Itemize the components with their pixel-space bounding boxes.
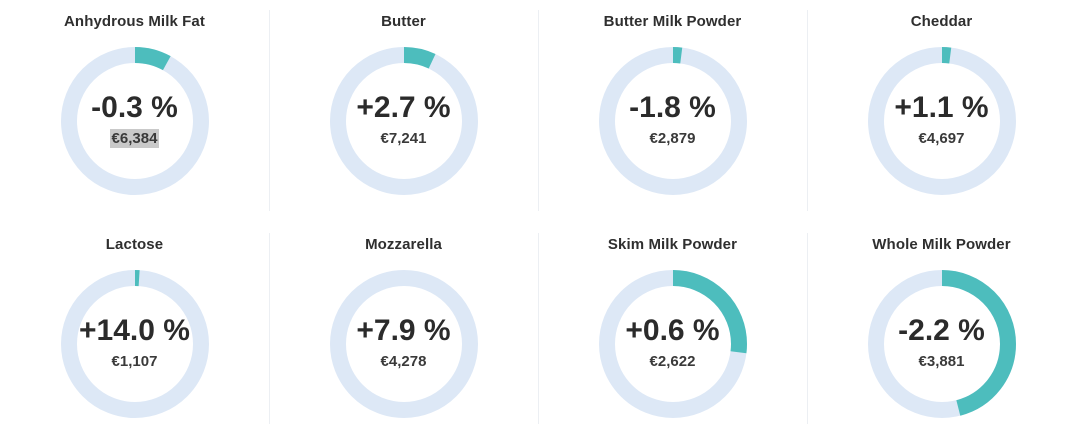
donut-track: [329, 270, 478, 418]
product-title: Butter: [381, 13, 426, 30]
product-title: Skim Milk Powder: [607, 236, 738, 253]
price-change: -1.8 %: [629, 90, 716, 124]
donut-fill-arc: [598, 270, 747, 418]
product-card-butter[interactable]: Butter +2.7 % €7,241: [269, 0, 538, 223]
price-value: €4,697: [918, 129, 965, 147]
product-card-skim-milk-powder[interactable]: Skim Milk Powder +0.6 % €2,622: [538, 223, 807, 436]
donut-fill-arc: [329, 47, 478, 195]
product-card-cheddar[interactable]: Cheddar +1.1 % €4,697: [807, 0, 1076, 223]
donut-chart: +2.7 % €7,241: [328, 45, 480, 197]
price-change: +0.6 %: [625, 313, 720, 347]
donut-svg: [867, 47, 1016, 195]
price-value: €7,241: [380, 129, 427, 147]
product-card-mozzarella[interactable]: Mozzarella +7.9 % €4,278: [269, 223, 538, 436]
price-value: €2,879: [649, 129, 696, 147]
donut-svg: [329, 270, 478, 418]
price-value: €3,881: [918, 352, 965, 370]
price-change: -2.2 %: [898, 313, 985, 347]
donut-svg: [598, 47, 747, 195]
donut-svg: [60, 270, 209, 418]
donut-svg: [867, 270, 1016, 418]
product-title: Mozzarella: [365, 236, 442, 253]
product-card-lactose[interactable]: Lactose +14.0 % €1,107: [0, 223, 269, 436]
donut-fill-arc: [60, 270, 209, 418]
donut-fill-arc: [60, 47, 209, 195]
price-change: +7.9 %: [356, 313, 451, 347]
product-title: Lactose: [105, 236, 164, 253]
product-title: Anhydrous Milk Fat: [64, 13, 205, 30]
product-card-butter-milk-powder[interactable]: Butter Milk Powder -1.8 % €2,879: [538, 0, 807, 223]
donut-fill-arc: [867, 270, 1016, 418]
donut-chart: +1.1 % €4,697: [866, 45, 1018, 197]
donut-svg: [60, 47, 209, 195]
donut-chart: +0.6 % €2,622: [597, 268, 749, 420]
donut-svg: [598, 270, 747, 418]
donut-chart: +14.0 % €1,107: [59, 268, 211, 420]
donut-chart: +7.9 % €4,278: [328, 268, 480, 420]
price-change: +1.1 %: [894, 90, 989, 124]
donut-chart: -0.3 % €6,384: [59, 45, 211, 197]
donut-chart: -2.2 % €3,881: [866, 268, 1018, 420]
product-title: Cheddar: [910, 13, 973, 30]
price-value: €6,384: [109, 128, 160, 148]
price-value: €2,622: [649, 352, 696, 370]
donut-chart: -1.8 % €2,879: [597, 45, 749, 197]
price-change: +14.0 %: [79, 313, 190, 347]
product-card-whole-milk-powder[interactable]: Whole Milk Powder -2.2 % €3,881: [807, 223, 1076, 436]
price-change: -0.3 %: [91, 90, 178, 124]
price-value: €4,278: [380, 352, 427, 370]
donut-fill-arc: [867, 47, 1016, 195]
donut-fill-arc: [598, 47, 747, 195]
product-title: Whole Milk Powder: [872, 236, 1011, 253]
price-change: +2.7 %: [356, 90, 451, 124]
product-title: Butter Milk Powder: [603, 13, 742, 30]
price-value: €1,107: [111, 352, 158, 370]
product-card-anhydrous-milk-fat[interactable]: Anhydrous Milk Fat -0.3 % €6,384: [0, 0, 269, 223]
donut-svg: [329, 47, 478, 195]
